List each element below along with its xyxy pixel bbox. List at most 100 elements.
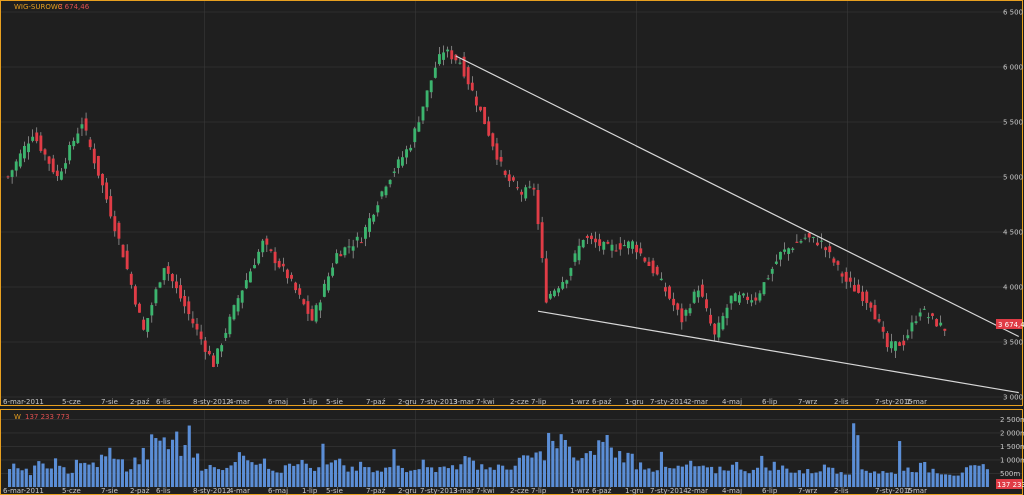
volume-bar (104, 456, 108, 487)
volume-x-tick-label: 2-cze (510, 487, 529, 495)
volume-bar (28, 475, 33, 487)
candle-up (425, 90, 429, 108)
volume-bar (99, 454, 104, 487)
volume-x-tick-label: 7-kwi (476, 487, 495, 495)
x-tick-label: 7-sty-2014 (650, 398, 688, 406)
y-tick-label: 4 500 (1003, 229, 1023, 237)
volume-bar (83, 462, 87, 487)
volume-x-tick-label: 6-lis (156, 487, 171, 495)
volume-bar (141, 447, 145, 487)
candle-down (129, 273, 133, 285)
volume-bar (74, 459, 78, 487)
candle-up (602, 241, 606, 250)
volume-bar (321, 443, 325, 487)
candle-up (548, 293, 552, 299)
volume-bar (509, 469, 513, 487)
candle-down (51, 158, 55, 173)
last-value-tag-bg (996, 319, 1022, 329)
candle-down (935, 319, 939, 327)
candle-up (783, 249, 786, 252)
volume-bar (542, 460, 547, 487)
volume-bar (112, 458, 116, 487)
volume-bar (496, 464, 501, 487)
candle-down (187, 301, 191, 315)
volume-bar (680, 466, 684, 487)
candle-up (384, 186, 388, 196)
candle-up (721, 316, 725, 330)
volume-bar (129, 469, 133, 487)
volume-bar (166, 449, 170, 487)
candle-up (524, 187, 528, 199)
volume-x-tick-label: 7-sty-2013 (420, 487, 458, 495)
volume-bar (760, 455, 764, 487)
candle-down (175, 281, 178, 289)
volume-bar (379, 471, 384, 487)
x-tick-label: 4-mar (229, 398, 250, 406)
candle-up (162, 268, 166, 281)
volume-bar (275, 472, 279, 487)
volume-bar (476, 469, 480, 487)
volume-bar (317, 467, 321, 487)
volume-bar (839, 472, 843, 487)
candle-down (183, 295, 187, 307)
candle-up (553, 290, 556, 297)
volume-bar (367, 467, 371, 487)
volume-bar (484, 469, 488, 487)
candle-up (216, 348, 219, 364)
volume-bar (701, 465, 705, 487)
volume-bar (580, 458, 584, 487)
candle-up (557, 288, 561, 293)
volume-bar (413, 469, 417, 487)
candle-down (655, 266, 659, 275)
candle-up (742, 293, 745, 296)
candle-down (285, 269, 289, 279)
candle-up (622, 245, 626, 247)
candle-up (774, 261, 778, 264)
volume-bar (985, 469, 989, 487)
candle-down (503, 170, 507, 175)
volume-bar (145, 459, 150, 487)
volume-bar (768, 470, 772, 487)
trendlines (455, 55, 1020, 394)
volume-x-tick-label: 1-gru (625, 487, 644, 495)
volume-bar (313, 470, 317, 487)
candle-up (737, 295, 741, 303)
x-tick-label: 6-lip (762, 398, 778, 406)
volume-x-tick-label: 7-sie (101, 487, 118, 495)
volume-bar (881, 471, 885, 487)
volume-bar (902, 470, 906, 487)
x-tick-label: 5-cze (62, 398, 81, 406)
candle-down (339, 254, 343, 257)
candle-down (39, 135, 43, 151)
candle-down (651, 260, 655, 274)
candle-down (824, 247, 828, 251)
candle-down (511, 177, 515, 181)
candle-down (454, 54, 458, 61)
candle-up (659, 278, 663, 281)
y-tick-label: 5 500 (1003, 119, 1023, 127)
candle-up (158, 282, 162, 288)
candle-up (10, 170, 14, 177)
candle-up (442, 52, 445, 60)
candle-up (224, 332, 228, 338)
volume-bar (818, 471, 822, 487)
candle-up (820, 240, 823, 242)
candle-up (939, 322, 943, 326)
volume-x-tick-label: 1-wrz (570, 487, 590, 495)
volume-bar (409, 470, 413, 487)
candle-down (676, 303, 680, 310)
volume-bar (350, 466, 354, 487)
volume-bar (421, 459, 425, 487)
candle-up (76, 133, 80, 143)
volume-bar (279, 472, 283, 487)
candle-down (885, 333, 889, 348)
volume-bar (659, 451, 664, 487)
candle-up (750, 300, 754, 303)
volume-bar (935, 473, 939, 487)
volume-bar (91, 462, 95, 487)
volume-bar (923, 461, 927, 487)
candle-down (836, 261, 840, 265)
volume-bar (292, 465, 296, 487)
candle-up (922, 308, 926, 310)
